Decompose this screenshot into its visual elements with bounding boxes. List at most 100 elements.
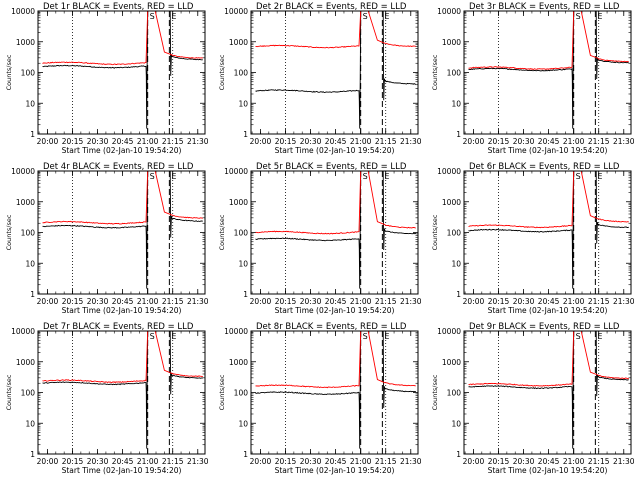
y-tick-label: 10 — [451, 99, 461, 108]
x-tick-label: 21:00 — [137, 457, 159, 466]
y-tick-label: 1 — [30, 450, 35, 459]
end-marker-label: E — [597, 332, 602, 341]
end-marker-label: E — [597, 172, 602, 181]
panel-title: Det 8r BLACK = Events, RED = LLD — [256, 322, 407, 332]
y-tick-label: 1 — [243, 450, 248, 459]
panel-8: Det 8r BLACK = Events, RED = LLD Counts/s… — [218, 322, 422, 475]
start-marker-label: S — [576, 172, 581, 181]
end-marker-label: E — [384, 332, 389, 341]
start-marker-label: S — [150, 172, 155, 181]
plot-frame — [250, 170, 419, 295]
lld-series-line — [255, 330, 416, 389]
y-tick-label: 1000 — [229, 198, 248, 207]
y-tick-label: 100 — [21, 69, 36, 78]
y-tick-label: 1 — [456, 450, 461, 459]
y-tick-label: 10 — [25, 259, 35, 268]
panel-2: Det 2r BLACK = Events, RED = LLD Counts/s… — [218, 2, 422, 155]
y-tick-label: 1 — [30, 290, 35, 299]
x-tick-label: 20:45 — [538, 457, 560, 466]
x-tick-label: 21:00 — [350, 457, 372, 466]
x-axis-label: Start Time (02-Jan-10 19:54:20) — [275, 146, 395, 155]
y-tick-label: 100 — [234, 69, 249, 78]
panel-title: Det 7r BLACK = Events, RED = LLD — [43, 322, 194, 332]
x-tick-label: 20:45 — [325, 297, 347, 306]
x-tick-label: 20:45 — [538, 297, 560, 306]
x-tick-label: 20:30 — [87, 137, 109, 146]
panel-title: Det 1r BLACK = Events, RED = LLD — [43, 2, 194, 12]
panel-title: Det 2r BLACK = Events, RED = LLD — [256, 2, 407, 12]
end-marker-label: E — [384, 12, 389, 21]
y-tick-label: 1000 — [442, 38, 461, 47]
y-tick-label: 10000 — [224, 167, 248, 176]
lld-series-line — [42, 10, 203, 66]
y-tick-label: 1 — [456, 290, 461, 299]
lld-series-line — [468, 170, 629, 229]
y-axis-label: Counts/sec — [5, 214, 13, 250]
y-tick-label: 10 — [451, 419, 461, 428]
y-axis-label: Counts/sec — [218, 214, 226, 250]
x-axis-label: Start Time (02-Jan-10 19:54:20) — [62, 466, 182, 475]
y-tick-label: 10000 — [11, 7, 35, 16]
lld-series-line — [255, 170, 416, 235]
events-series-line — [255, 170, 416, 289]
y-tick-label: 10000 — [11, 167, 35, 176]
panel-9: Det 9r BLACK = Events, RED = LLD Counts/s… — [431, 322, 635, 475]
x-tick-label: 20:30 — [300, 457, 322, 466]
x-tick-label: 21:00 — [137, 137, 159, 146]
end-marker-label: E — [597, 12, 602, 21]
x-tick-label: 20:00 — [463, 457, 485, 466]
x-tick-label: 21:30 — [400, 297, 422, 306]
y-tick-label: 10 — [238, 99, 248, 108]
x-tick-label: 20:30 — [87, 297, 109, 306]
x-tick-label: 20:15 — [488, 297, 510, 306]
x-tick-label: 20:30 — [513, 457, 535, 466]
lld-series-line — [468, 10, 629, 70]
end-marker-label: E — [171, 332, 176, 341]
x-tick-label: 21:00 — [137, 297, 159, 306]
y-axis-label: Counts/sec — [218, 54, 226, 90]
x-axis-label: Start Time (02-Jan-10 19:54:20) — [488, 146, 608, 155]
x-tick-label: 20:30 — [300, 137, 322, 146]
x-tick-label: 20:15 — [62, 297, 84, 306]
y-tick-label: 10 — [25, 419, 35, 428]
panel-title: Det 9r BLACK = Events, RED = LLD — [469, 322, 620, 332]
panel-1: Det 1r BLACK = Events, RED = LLD Counts/s… — [5, 2, 209, 155]
plot-frame — [250, 330, 419, 455]
end-marker-label: E — [171, 12, 176, 21]
x-tick-label: 21:30 — [187, 297, 209, 306]
x-tick-label: 21:30 — [613, 457, 635, 466]
x-tick-label: 21:00 — [350, 297, 372, 306]
y-axis-label: Counts/sec — [431, 214, 439, 250]
panel-7: Det 7r BLACK = Events, RED = LLD Counts/s… — [5, 322, 209, 475]
x-tick-label: 20:30 — [300, 297, 322, 306]
x-tick-label: 21:30 — [613, 297, 635, 306]
panel-5: Det 5r BLACK = Events, RED = LLD Counts/s… — [218, 162, 422, 315]
end-marker-label: E — [171, 172, 176, 181]
x-tick-label: 21:15 — [375, 297, 397, 306]
y-tick-label: 1000 — [442, 198, 461, 207]
events-series-line — [468, 10, 629, 129]
x-tick-label: 20:00 — [37, 297, 59, 306]
x-tick-label: 21:00 — [563, 137, 585, 146]
y-tick-label: 10000 — [224, 7, 248, 16]
x-tick-label: 20:15 — [488, 457, 510, 466]
start-marker-label: S — [363, 172, 368, 181]
x-tick-label: 20:15 — [62, 457, 84, 466]
x-tick-label: 20:45 — [112, 297, 134, 306]
x-tick-label: 21:15 — [162, 297, 184, 306]
y-tick-label: 1000 — [229, 358, 248, 367]
events-series-line — [468, 170, 629, 289]
x-tick-label: 20:15 — [275, 297, 297, 306]
x-tick-label: 20:45 — [538, 137, 560, 146]
y-tick-label: 10 — [25, 99, 35, 108]
x-tick-label: 20:00 — [250, 137, 272, 146]
plot-frame — [463, 10, 632, 135]
events-series-line — [255, 330, 416, 449]
start-marker-label: S — [576, 12, 581, 21]
x-axis-label: Start Time (02-Jan-10 19:54:20) — [488, 306, 608, 315]
x-tick-label: 21:15 — [375, 457, 397, 466]
x-axis-label: Start Time (02-Jan-10 19:54:20) — [275, 466, 395, 475]
lld-series-line — [468, 330, 629, 387]
x-tick-label: 21:00 — [350, 137, 372, 146]
